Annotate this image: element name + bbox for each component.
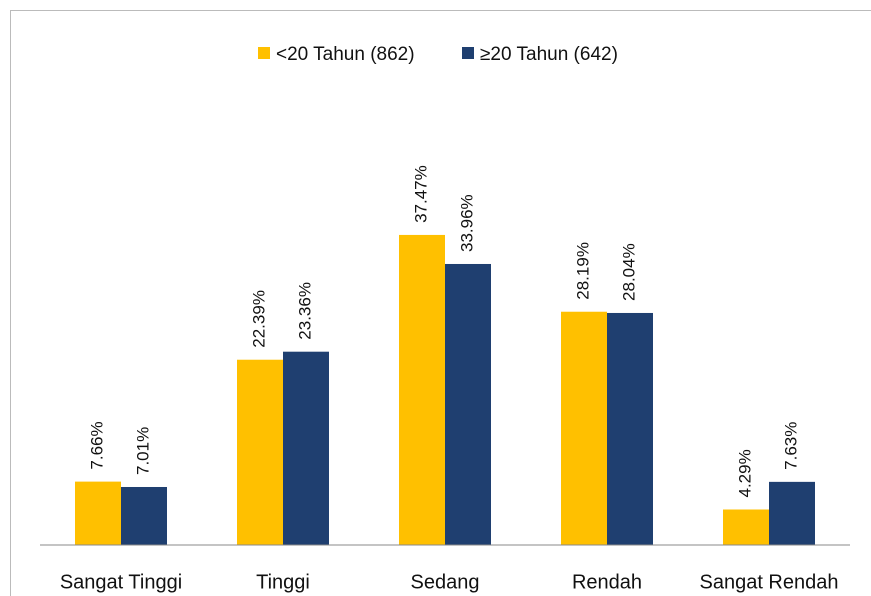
value-label: 28.19% (573, 242, 592, 300)
bar (237, 360, 283, 545)
value-label: 37.47% (411, 165, 430, 223)
value-label: 7.01% (133, 427, 152, 475)
bar (723, 510, 769, 545)
bar (769, 482, 815, 545)
bar (283, 352, 329, 545)
bar (75, 482, 121, 545)
bar (121, 487, 167, 545)
value-label: 22.39% (249, 290, 268, 348)
legend-swatch (258, 47, 270, 59)
x-tick-label: Sangat Rendah (699, 571, 838, 593)
x-tick-label: Sangat Tinggi (60, 571, 182, 593)
bar (561, 312, 607, 545)
x-tick-label: Rendah (572, 571, 642, 593)
bar (607, 313, 653, 545)
legend-label: ≥20 Tahun (642) (480, 44, 618, 65)
value-label: 28.04% (619, 243, 638, 301)
x-tick-label: Sedang (411, 571, 480, 593)
x-tick-label: Tinggi (256, 571, 310, 593)
chart: <20 Tahun (862) ≥20 Tahun (642) Sangat Tin… (0, 0, 871, 596)
bar (399, 235, 445, 545)
bar (445, 264, 491, 545)
legend-label: <20 Tahun (862) (276, 44, 415, 65)
legend-swatch (462, 47, 474, 59)
value-label: 4.29% (735, 449, 754, 497)
value-label: 7.63% (781, 422, 800, 470)
value-label: 23.36% (295, 282, 314, 340)
value-label: 7.66% (87, 421, 106, 469)
value-label: 33.96% (457, 194, 476, 252)
